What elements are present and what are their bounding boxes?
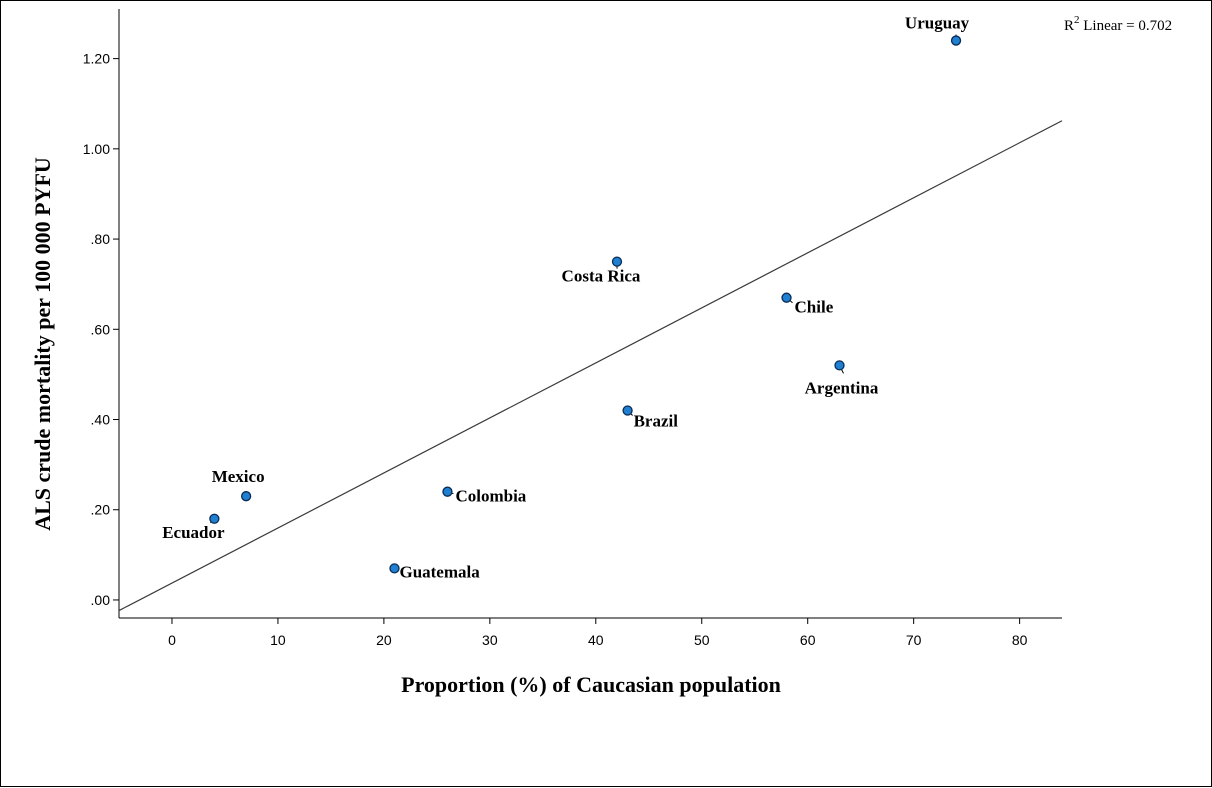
r2-value: Linear = 0.702 [1080, 18, 1173, 34]
point-chile [781, 292, 792, 303]
x-tick-label: 20 [376, 632, 392, 648]
point-label-chile: Chile [795, 298, 834, 317]
x-tick-label: 30 [482, 632, 498, 648]
point-ecuador [209, 513, 220, 524]
x-tick-label: 70 [906, 632, 922, 648]
x-tick-label: 40 [588, 632, 604, 648]
r2-annotation: R2 Linear = 0.702 [1064, 14, 1172, 34]
y-tick-label: .60 [91, 321, 111, 337]
point-label-ecuador: Ecuador [162, 523, 225, 542]
point-label-uruguay: Uruguay [905, 14, 970, 33]
point-label-brazil: Brazil [634, 411, 679, 430]
x-tick-label: 0 [168, 632, 176, 648]
y-tick-label: .00 [91, 592, 111, 608]
point-costa-rica [611, 256, 623, 267]
point-label-argentina: Argentina [805, 378, 879, 397]
r2-superscript: 2 [1074, 14, 1080, 26]
x-axis-title: Proportion (%) of Caucasian population [401, 672, 781, 697]
point-label-mexico: Mexico [212, 467, 265, 486]
point-argentina [834, 360, 845, 371]
x-tick-label: 80 [1012, 632, 1028, 648]
y-tick-label: .80 [91, 231, 111, 247]
point-label-costa-rica: Costa Rica [562, 267, 641, 286]
point-label-guatemala: Guatemala [399, 562, 480, 581]
y-tick-label: 1.20 [83, 51, 110, 67]
regression-line [118, 120, 1063, 612]
x-tick-label: 10 [270, 632, 286, 648]
point-uruguay [950, 35, 962, 46]
y-tick-label: .40 [91, 412, 111, 428]
x-tick-label: 60 [800, 632, 816, 648]
point-mexico [240, 491, 252, 502]
point-label-colombia: Colombia [455, 487, 526, 506]
point-brazil [622, 405, 633, 416]
point-colombia [442, 486, 453, 497]
x-tick-label: 50 [694, 632, 710, 648]
point-guatemala [389, 563, 400, 574]
r2-label: R [1064, 18, 1074, 34]
y-axis-title: ALS crude mortality per 100 000 PYFU [30, 157, 55, 531]
y-tick-label: .20 [91, 502, 111, 518]
y-tick-label: 1.00 [83, 141, 110, 157]
